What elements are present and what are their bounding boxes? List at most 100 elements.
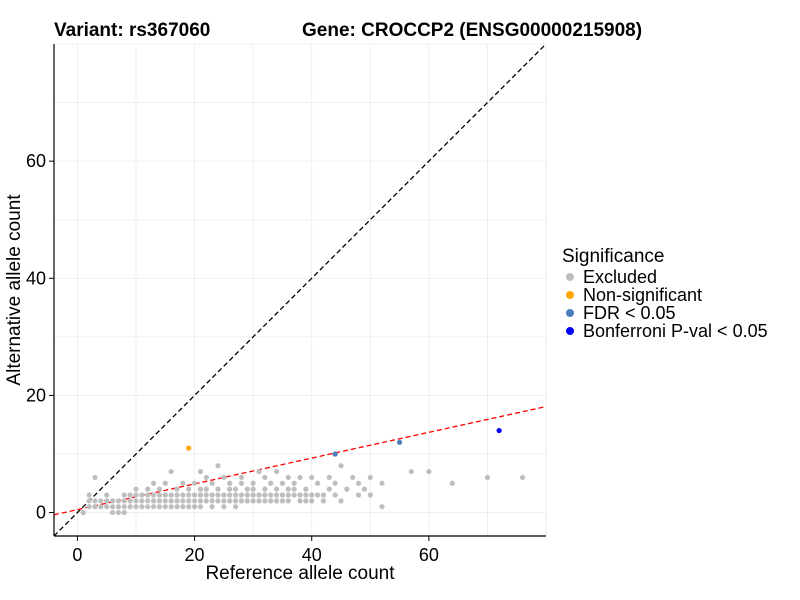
point-excluded: [332, 492, 338, 498]
point-excluded: [273, 486, 280, 492]
point-excluded: [484, 474, 491, 481]
point-excluded: [355, 492, 362, 498]
legend-label: Non-significant: [583, 285, 703, 305]
point-excluded: [109, 504, 116, 510]
point-excluded: [250, 492, 256, 498]
point-excluded: [109, 509, 116, 516]
point-excluded: [203, 492, 209, 498]
point-excluded: [197, 504, 204, 510]
point-excluded: [115, 509, 122, 516]
point-excluded: [320, 498, 327, 504]
point-non-significant: [186, 445, 192, 451]
point-excluded: [273, 498, 280, 504]
point-excluded: [320, 492, 327, 498]
point-excluded: [180, 498, 186, 504]
point-excluded: [209, 504, 215, 510]
point-excluded: [426, 468, 432, 475]
x-tick-label: 60: [419, 545, 439, 565]
point-excluded: [86, 504, 92, 510]
point-excluded: [367, 492, 373, 498]
point-excluded: [314, 492, 321, 498]
point-excluded: [203, 474, 209, 481]
point-excluded: [256, 498, 262, 504]
point-excluded: [262, 474, 268, 481]
legend-dot-excluded: [566, 273, 574, 281]
point-excluded: [156, 492, 163, 498]
point-excluded: [98, 498, 104, 504]
y-axis-label: Alternative allele count: [4, 194, 25, 386]
point-excluded: [145, 498, 151, 504]
point-excluded: [209, 498, 215, 504]
point-excluded: [150, 492, 157, 498]
point-fdr-0-05: [396, 439, 403, 445]
point-fdr-0-05: [332, 451, 338, 457]
point-excluded: [244, 498, 250, 504]
point-excluded: [338, 463, 344, 469]
point-excluded: [191, 504, 198, 510]
point-excluded: [162, 492, 168, 498]
reference-line-identity: [54, 44, 546, 536]
point-excluded: [133, 486, 139, 492]
point-excluded: [121, 504, 127, 510]
point-excluded: [186, 498, 192, 504]
point-excluded: [162, 504, 168, 510]
point-excluded: [279, 480, 286, 486]
point-excluded: [221, 504, 227, 510]
point-excluded: [262, 498, 268, 504]
point-excluded: [326, 474, 332, 481]
point-excluded: [133, 504, 139, 510]
point-excluded: [121, 492, 127, 498]
legend-dot-non-significant: [566, 291, 574, 299]
point-excluded: [145, 504, 151, 510]
point-excluded: [174, 504, 180, 510]
point-excluded: [232, 492, 239, 498]
variant-title: Variant: rs367060: [54, 20, 211, 41]
point-excluded: [215, 486, 221, 492]
point-excluded: [279, 492, 286, 498]
point-excluded: [174, 492, 180, 498]
point-excluded: [197, 492, 204, 498]
point-excluded: [203, 486, 209, 492]
point-excluded: [191, 480, 198, 486]
point-excluded: [127, 498, 133, 504]
point-excluded: [168, 498, 174, 504]
point-excluded: [227, 480, 233, 486]
point-excluded: [268, 480, 274, 486]
point-excluded: [303, 486, 309, 492]
point-excluded: [279, 498, 286, 504]
point-excluded: [115, 498, 122, 504]
point-excluded: [238, 498, 245, 504]
point-excluded: [127, 504, 133, 510]
point-excluded: [232, 498, 239, 504]
point-excluded: [104, 498, 110, 504]
point-excluded: [227, 498, 233, 504]
legend: Significance Excluded Non-significant FD…: [562, 246, 768, 340]
point-excluded: [285, 498, 291, 504]
point-excluded: [221, 498, 227, 504]
point-excluded: [344, 486, 350, 492]
legend-dot-fdr: [566, 309, 574, 317]
point-excluded: [162, 498, 168, 504]
point-excluded: [309, 498, 315, 504]
point-excluded: [250, 480, 256, 486]
point-excluded: [303, 492, 309, 498]
point-excluded: [227, 486, 233, 492]
point-excluded: [174, 498, 180, 504]
y-tick-label: 40: [26, 268, 46, 288]
point-excluded: [332, 480, 338, 486]
legend-label: FDR < 0.05: [583, 303, 676, 323]
point-excluded: [104, 492, 110, 498]
point-excluded: [92, 504, 98, 510]
point-excluded: [309, 474, 315, 481]
point-excluded: [150, 504, 157, 510]
point-excluded: [256, 492, 262, 498]
point-excluded: [303, 498, 309, 504]
point-excluded: [186, 504, 192, 510]
point-excluded: [197, 468, 204, 475]
point-excluded: [221, 492, 227, 498]
point-excluded: [80, 509, 86, 516]
point-excluded: [244, 492, 250, 498]
point-excluded: [139, 492, 145, 498]
x-axis-label: Reference allele count: [205, 563, 395, 584]
point-excluded: [379, 504, 385, 510]
